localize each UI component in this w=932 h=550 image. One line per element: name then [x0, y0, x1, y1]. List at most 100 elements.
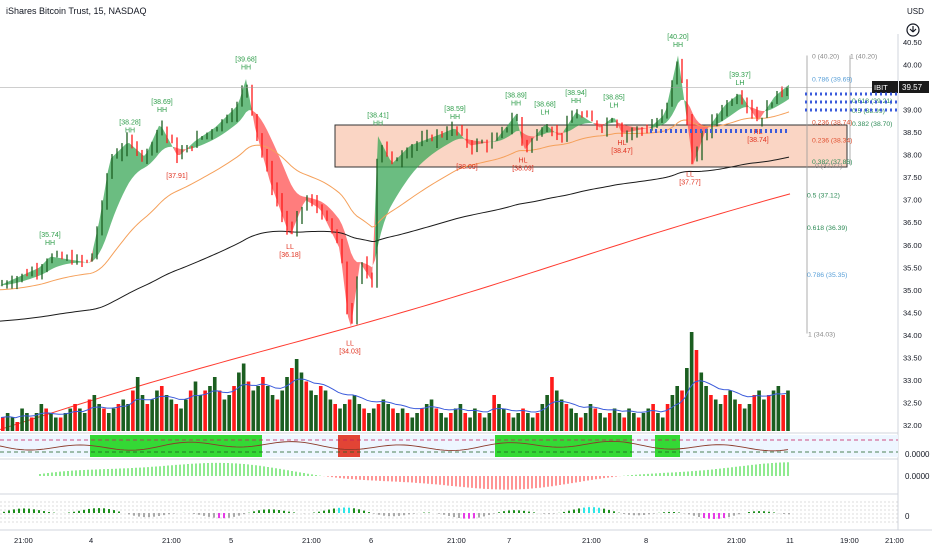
swing-label: [38.94]HH [565, 90, 586, 105]
volume-bar [593, 408, 598, 431]
volume-bar [670, 395, 675, 431]
time-axis[interactable]: 21:00 4 21:00 5 21:00 6 21:00 7 21:00 8 21:00 11 19:… [14, 536, 904, 545]
volume-bar [415, 413, 419, 431]
fib-level-label: 0 (40.20) [812, 54, 839, 61]
swing-price: [39.37] [729, 72, 750, 79]
volume-bar [694, 350, 699, 431]
swing-label: [39.37]LH [729, 72, 750, 87]
volume-bar [482, 417, 487, 431]
volume-bar [174, 404, 179, 431]
volume-bar [420, 408, 424, 431]
osc3-value: 0 [905, 512, 910, 521]
cloud-up-segment [375, 128, 465, 261]
volume-bar [617, 413, 622, 431]
volume-bar [131, 390, 135, 431]
volume-bar [434, 408, 439, 431]
volume-bar [660, 417, 665, 431]
swing-label: [37.77]LL [679, 172, 700, 187]
swing-price: [36.18] [279, 252, 300, 259]
volume-bar [685, 368, 689, 431]
osc2-value: 0.0000 [905, 472, 930, 481]
y-tick-label: 39.00 [903, 106, 922, 115]
volume-bar [275, 399, 280, 431]
swing-label: [38.09]HL [512, 157, 533, 172]
volume-bar [5, 413, 10, 431]
volume-bar [487, 413, 492, 431]
volume-bar [184, 399, 188, 431]
volume-bar [106, 413, 111, 431]
volume-bar [526, 413, 530, 431]
volume-bar [246, 381, 251, 431]
swing-label: [38.68]LH [534, 101, 555, 116]
y-tick-label: 38.00 [903, 151, 922, 160]
swing-price: [38.68] [534, 101, 555, 108]
swing-tag: HH [45, 240, 55, 247]
volume-bar [188, 390, 193, 431]
volume-bar [145, 404, 150, 431]
volume-bar [39, 404, 44, 431]
swing-tag: HH [157, 107, 167, 114]
volume-bar [651, 404, 655, 431]
volume-bar [656, 413, 660, 431]
osc1-value: 0.0000 [905, 450, 930, 459]
volume-bar [318, 386, 323, 431]
x-tick-label: 4 [89, 536, 93, 545]
swing-price: [38.09] [512, 165, 533, 172]
volume-bar [689, 332, 694, 431]
y-tick-label: 32.00 [903, 421, 922, 430]
volume-bar [680, 390, 684, 431]
volume-bar [723, 395, 728, 431]
volume-bar [718, 404, 723, 431]
swing-tag: LL [346, 341, 354, 348]
swing-tag: LH [610, 103, 619, 110]
osc-zone [495, 435, 632, 457]
volume-bar [477, 413, 482, 431]
volume-bar [574, 413, 578, 431]
moving-averages [0, 111, 791, 430]
volume-bar [265, 386, 270, 431]
volume-bar [357, 404, 362, 431]
currency-label: USD [907, 7, 924, 16]
volume-bar [559, 399, 564, 431]
price-axis[interactable]: 40.5040.0039.5039.0038.5038.0037.5037.00… [903, 38, 922, 430]
swing-tag: LL [286, 244, 294, 251]
volume-bar [781, 395, 785, 431]
volume-bar [116, 404, 121, 431]
volume-bar [603, 417, 607, 431]
volume-bar [492, 395, 496, 431]
volume-bar [396, 413, 400, 431]
volume-bar [786, 390, 790, 431]
swing-price: [40.20] [667, 34, 688, 41]
momentum-histogram [39, 462, 789, 490]
cloud-up-segment [711, 94, 750, 126]
trend-cloud [0, 55, 789, 327]
swing-price: [38.85] [603, 95, 624, 102]
volume-bar [78, 408, 82, 431]
volume-bar [285, 377, 289, 431]
y-tick-label: 33.50 [903, 353, 922, 362]
x-tick-label: 21:00 [302, 536, 321, 545]
volume-bar [309, 390, 313, 431]
volume-bar [521, 408, 525, 431]
volume-bar [198, 395, 203, 431]
y-tick-label: 35.50 [903, 263, 922, 272]
volume-bar [405, 413, 410, 431]
fib-level-label: 0.236 (38.74) [812, 119, 852, 126]
volume-bar [468, 417, 472, 431]
swing-label: [38.59]HH [444, 106, 465, 121]
fib-level-label: 0.5 (38.99) [852, 108, 885, 115]
swing-label: [38.28]HH [119, 119, 140, 134]
volume-bar [20, 408, 24, 431]
volume-bar [391, 408, 395, 431]
volume-bar [58, 417, 63, 431]
y-tick-label: 34.00 [903, 331, 922, 340]
x-tick-label: 5 [229, 536, 233, 545]
volume-bar [241, 363, 246, 431]
volume-bar [121, 399, 126, 431]
swing-label: [38.89]HH [505, 92, 526, 107]
y-tick-label: 36.00 [903, 241, 922, 250]
fib-level-label: 0.236 (38.34) [812, 137, 852, 144]
x-tick-label: 21:00 [162, 536, 181, 545]
settings-icon[interactable] [906, 23, 920, 37]
